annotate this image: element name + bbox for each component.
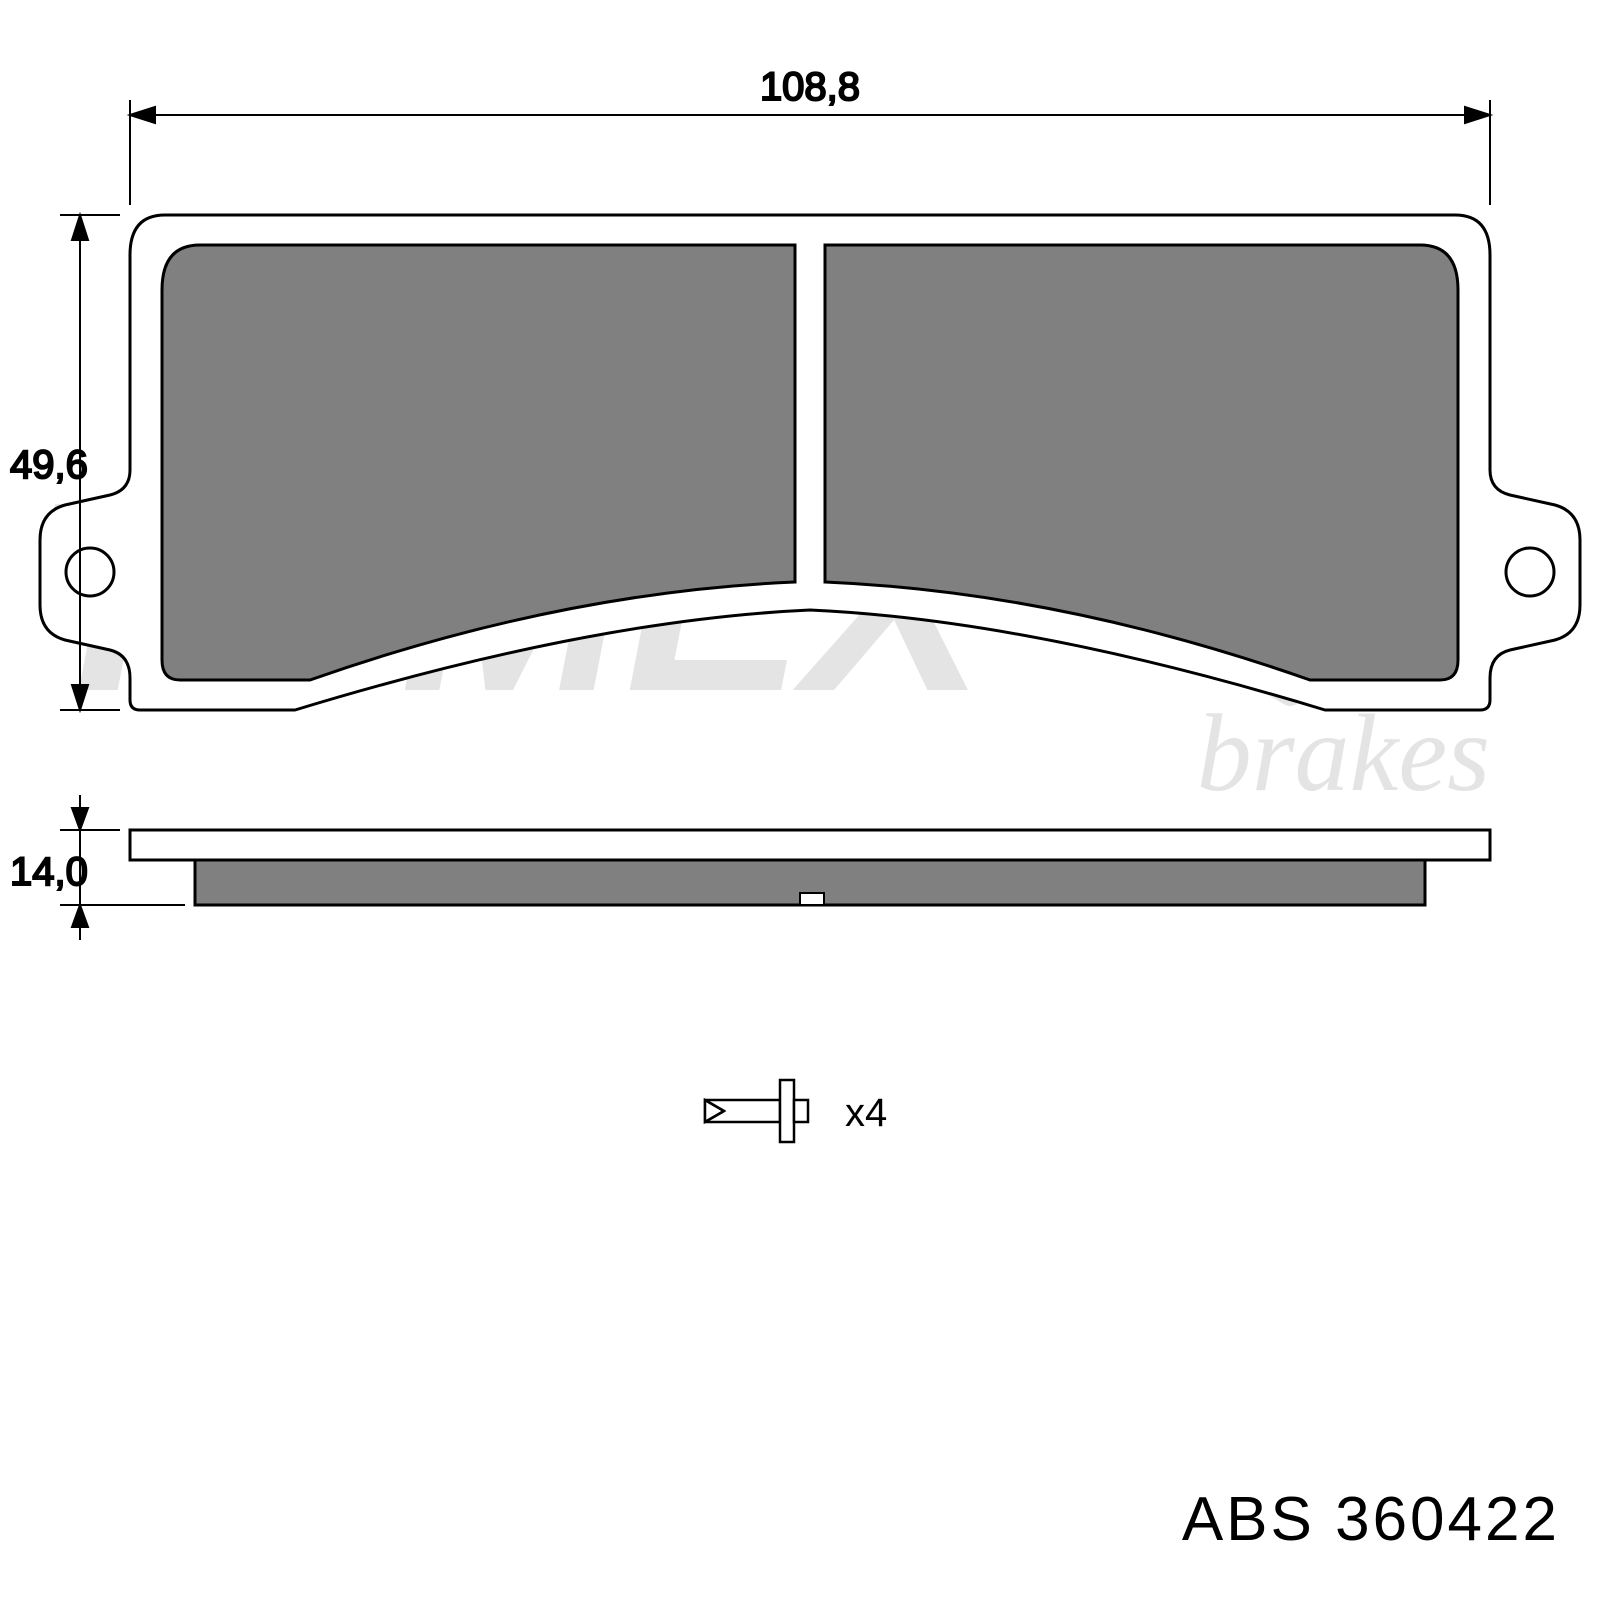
accessory-qty: x4	[845, 1091, 887, 1135]
mount-hole-left	[66, 548, 114, 596]
diagram-svg: TOMEX brakes 108,8	[0, 0, 1600, 1600]
accessory-stub	[794, 1100, 808, 1122]
footer-text: ABS 360422	[1182, 1485, 1560, 1554]
dim-thickness-label: 14,0	[10, 850, 88, 894]
side-notch	[800, 893, 824, 905]
dim-height-label: 49,6	[10, 443, 88, 487]
diagram-stage: TOMEX brakes 108,8	[0, 0, 1600, 1600]
dim-thickness: 14,0	[10, 795, 185, 940]
accessory-head	[780, 1080, 794, 1142]
mount-hole-right	[1506, 548, 1554, 596]
dim-width: 108,8	[130, 65, 1490, 205]
accessory-view: x4	[705, 1080, 887, 1142]
side-view	[130, 830, 1490, 905]
side-backplate	[130, 830, 1490, 860]
dim-width-label: 108,8	[760, 65, 860, 109]
